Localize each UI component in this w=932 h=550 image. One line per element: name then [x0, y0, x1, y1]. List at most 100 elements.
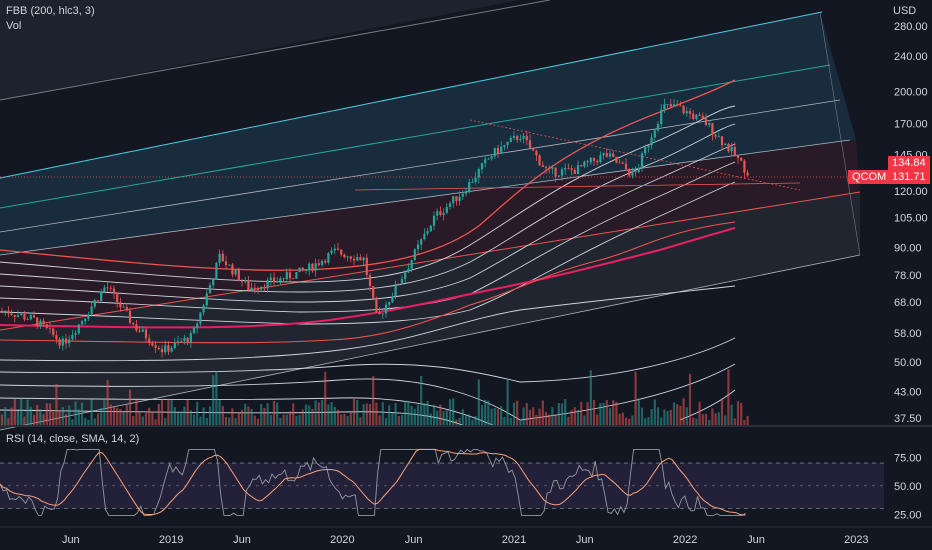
volume-bar [493, 408, 496, 426]
price-tick-label: 37.50 [894, 413, 922, 425]
candle-body [394, 283, 397, 297]
volume-bar [487, 400, 490, 426]
candle-body [688, 111, 692, 114]
moving-averages [0, 79, 801, 427]
ma-line [0, 143, 736, 303]
candle-body [746, 172, 749, 176]
time-axis[interactable]: Jun 2019 Jun 2020 Jun 2021 Jun 2022 Jun 2023 [62, 534, 869, 546]
volume-bar [215, 371, 218, 426]
volume-bar [404, 400, 407, 426]
candle-body [554, 167, 557, 177]
fbb-line [0, 254, 861, 431]
volume-bar [301, 409, 304, 426]
volume-bar [292, 403, 295, 426]
volume-bar [455, 419, 458, 426]
candle-body [420, 239, 423, 245]
volume-bar [650, 409, 653, 426]
candle-body [605, 153, 608, 157]
ma-magenta [0, 227, 736, 329]
time-tick-label: 2019 [159, 534, 183, 546]
candle-body [685, 111, 688, 114]
candle-body [311, 263, 314, 271]
volume-bar [429, 413, 432, 426]
volume-bar [599, 402, 602, 426]
volume-bar [400, 414, 404, 426]
candle-body [352, 258, 356, 261]
volume-bar [535, 414, 538, 426]
candle-body [506, 141, 509, 146]
candle-body [42, 320, 45, 325]
price-axis[interactable]: 280.00240.00200.00170.00145.00120.00105.… [894, 21, 928, 425]
volume-bar [138, 412, 141, 426]
candle-body [743, 160, 746, 173]
candle-body [455, 196, 458, 202]
volume-bar [676, 404, 679, 426]
volume-bar [557, 403, 560, 426]
rsi-indicator-label[interactable]: RSI (14, close, SMA, 14, 2) [6, 433, 140, 445]
volume-bar [77, 409, 80, 426]
candle-body [608, 153, 612, 157]
candle-body [740, 158, 743, 161]
candle-body [528, 140, 532, 148]
volume-bar [221, 406, 224, 426]
price-tick-label: 120.00 [894, 186, 928, 198]
candle-body [58, 339, 61, 346]
candle-body [304, 270, 308, 272]
volume-indicator-label[interactable]: Vol [6, 20, 22, 32]
fbb-indicator-label[interactable]: FBB (200, hlc3, 3) [6, 5, 95, 17]
volume-bar [151, 411, 154, 426]
volume-bar [730, 404, 733, 426]
candle-body [125, 306, 128, 311]
candle-body [548, 168, 551, 169]
volume-bar [116, 407, 119, 426]
candle-body [29, 315, 32, 320]
candle-body [298, 267, 301, 273]
volume-bar [272, 400, 276, 426]
volume-bar [96, 413, 100, 426]
volume-bar [589, 370, 592, 426]
volume-bar [20, 398, 23, 426]
volume-bar [698, 401, 701, 426]
price-tag-top: 134.84 [888, 156, 930, 170]
candle-body [186, 337, 189, 343]
candle-body [410, 260, 413, 269]
candle-body [74, 333, 77, 335]
candle-body [266, 280, 269, 289]
candle-body [736, 155, 740, 159]
candle-body [208, 285, 212, 294]
candle-body [695, 114, 698, 119]
candle-body [624, 163, 628, 170]
volume-bar [157, 403, 160, 426]
volume-bar [189, 410, 192, 426]
fbb-upper-zone [0, 12, 856, 255]
symbol-tag[interactable]: QCOM [848, 170, 891, 184]
candle-body [144, 329, 148, 339]
volume-bar [391, 413, 394, 426]
candle-body [653, 130, 656, 138]
volume-bar [711, 408, 714, 426]
candle-body [205, 293, 208, 306]
volume-bar [663, 409, 666, 426]
candle-body [80, 321, 84, 325]
volume-bar [468, 414, 471, 426]
candle-body [538, 155, 541, 166]
candle-body [180, 341, 183, 343]
rsi-ma-line [0, 448, 746, 516]
candle-body [544, 166, 548, 169]
volume-bar [548, 414, 551, 426]
volume-bar [160, 399, 164, 426]
candle-body [128, 310, 132, 323]
candle-body [244, 280, 247, 282]
volume-bar [234, 418, 237, 426]
rsi-axis[interactable]: 75.00 50.00 25.00 [894, 452, 922, 521]
candle-body [429, 225, 432, 232]
volume-bar [330, 402, 333, 426]
volume-bar [308, 405, 311, 426]
candle-body [564, 167, 567, 170]
candle-body [269, 277, 272, 281]
candle-body [333, 248, 336, 251]
volume-bar [58, 410, 61, 426]
price-tick-label: 43.00 [894, 386, 922, 398]
